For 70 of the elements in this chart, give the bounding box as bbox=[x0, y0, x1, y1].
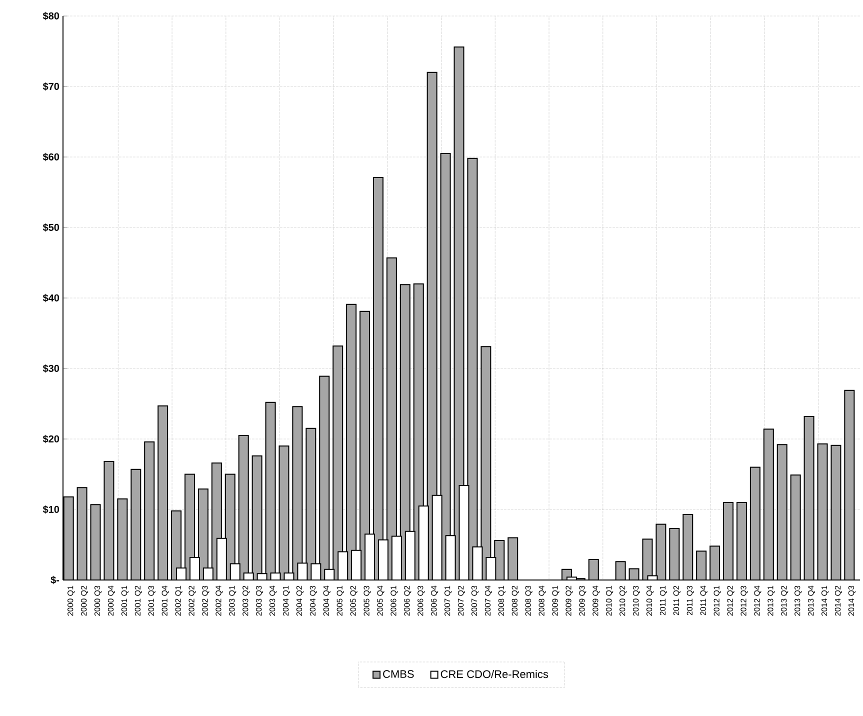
x-tick-label: 2009 Q2 bbox=[566, 586, 573, 616]
x-tick-label: 2012 Q1 bbox=[714, 586, 721, 616]
x-tick-label: 2000 Q3 bbox=[94, 586, 102, 616]
x-tick-label: 2003 Q2 bbox=[242, 586, 250, 616]
x-tick-label: 2009 Q1 bbox=[552, 586, 560, 616]
x-tick-label: 2012 Q3 bbox=[740, 586, 748, 616]
y-tick-label: $30 bbox=[42, 364, 60, 373]
x-tick-label: 2006 Q2 bbox=[404, 586, 412, 616]
x-tick-label: 2004 Q1 bbox=[282, 586, 290, 616]
x-tick-label: 2003 Q4 bbox=[269, 586, 277, 616]
x-tick-label: 2002 Q1 bbox=[175, 586, 182, 616]
x-tick-label: 2014 Q3 bbox=[848, 586, 856, 616]
x-tick-label: 2011 Q2 bbox=[673, 586, 680, 616]
x-tick-label: 2014 Q1 bbox=[821, 586, 829, 616]
x-tick-label: 2010 Q2 bbox=[620, 586, 627, 616]
x-tick-label: 2001 Q3 bbox=[148, 586, 156, 616]
x-tick-label: 2007 Q4 bbox=[484, 586, 492, 616]
x-tick-label: 2011 Q4 bbox=[700, 586, 708, 616]
x-tick-label: 2012 Q2 bbox=[727, 586, 734, 616]
x-tick-label: 2007 Q1 bbox=[444, 586, 452, 616]
legend-label: CMBS bbox=[383, 670, 414, 678]
x-tick-label: 2008 Q4 bbox=[538, 586, 546, 616]
y-tick-label: $10 bbox=[42, 505, 60, 514]
x-tick-label: 2001 Q1 bbox=[121, 586, 128, 616]
legend-label: CRE CDO/Re-Remics bbox=[440, 670, 548, 678]
x-tick-label: 2006 Q3 bbox=[418, 586, 425, 616]
x-tick-label: 2006 Q4 bbox=[431, 586, 438, 616]
x-tick-label: 2003 Q3 bbox=[256, 586, 264, 616]
x-tick-label: 2002 Q2 bbox=[188, 586, 196, 616]
x-tick-label: 2005 Q2 bbox=[350, 586, 358, 616]
x-tick-label: 2013 Q4 bbox=[808, 586, 816, 616]
x-tick-label: 2010 Q1 bbox=[606, 586, 614, 616]
x-tick-label: 2004 Q3 bbox=[310, 586, 317, 616]
x-tick-label: 2009 Q4 bbox=[592, 586, 600, 616]
x-tick-label: 2011 Q3 bbox=[686, 586, 694, 616]
x-tick-label: 2010 Q3 bbox=[632, 586, 640, 616]
x-tick-label: 2004 Q4 bbox=[323, 586, 330, 616]
y-tick-label: $50 bbox=[42, 223, 60, 232]
x-tick-label: 2000 Q1 bbox=[68, 586, 75, 616]
x-tick-label: 2007 Q2 bbox=[458, 586, 466, 616]
x-tick-label: 2002 Q3 bbox=[202, 586, 210, 616]
x-tick-label: 2011 Q1 bbox=[660, 586, 667, 616]
x-tick-label: 2008 Q1 bbox=[498, 586, 506, 616]
y-tick-label: $70 bbox=[42, 82, 60, 91]
x-tick-label: 2001 Q2 bbox=[134, 586, 142, 616]
y-tick-label: $60 bbox=[42, 152, 60, 162]
x-tick-label: 2008 Q3 bbox=[525, 586, 532, 616]
x-tick-label: 2010 Q4 bbox=[646, 586, 654, 616]
x-tick-label: 2008 Q2 bbox=[512, 586, 519, 616]
x-tick-label: 2005 Q3 bbox=[364, 586, 371, 616]
y-tick-label: $40 bbox=[42, 294, 60, 302]
x-tick-label: 2002 Q4 bbox=[216, 586, 223, 616]
x-tick-label: 2005 Q1 bbox=[336, 586, 344, 616]
x-tick-label: 2012 Q4 bbox=[754, 586, 762, 616]
y-tick-label: $- bbox=[50, 576, 60, 584]
x-tick-label: 2013 Q3 bbox=[794, 586, 802, 616]
y-tick-label: $20 bbox=[42, 434, 60, 444]
y-tick-label: $80 bbox=[42, 12, 60, 20]
x-tick-label: 2005 Q4 bbox=[377, 586, 384, 616]
x-tick-label: 2014 Q2 bbox=[834, 586, 842, 616]
x-tick-label: 2000 Q4 bbox=[108, 586, 116, 616]
x-tick-label: 2006 Q1 bbox=[390, 586, 398, 616]
x-tick-label: 2004 Q2 bbox=[296, 586, 304, 616]
x-tick-label: 2000 Q2 bbox=[80, 586, 88, 616]
x-tick-label: 2003 Q1 bbox=[229, 586, 236, 616]
x-tick-label: 2009 Q3 bbox=[579, 586, 586, 616]
x-tick-label: 2007 Q3 bbox=[471, 586, 479, 616]
x-tick-label: 2013 Q1 bbox=[768, 586, 775, 616]
x-tick-label: 2013 Q2 bbox=[781, 586, 788, 616]
x-tick-label: 2001 Q4 bbox=[162, 586, 169, 616]
